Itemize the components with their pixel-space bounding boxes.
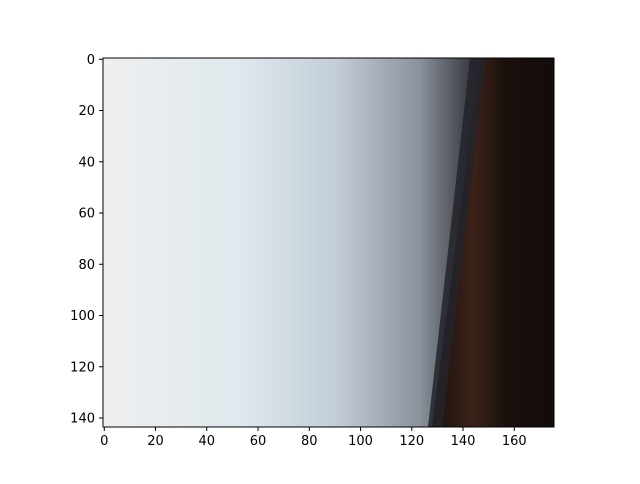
dark-object-area [432,58,554,427]
y-tick-label: 40 [78,155,95,170]
x-tick-label: 80 [301,434,318,449]
x-tick-label: 20 [147,434,164,449]
y-tick-label: 60 [78,207,95,222]
x-tick-label: 120 [399,434,424,449]
x-tick-label: 140 [451,434,476,449]
x-tick-label: 40 [199,434,216,449]
x-axis: 0 20 40 60 80 100 120 140 160 [100,427,527,449]
x-tick-label: 100 [348,434,373,449]
y-tick-label: 0 [87,53,95,68]
y-axis: 0 20 40 60 80 100 120 140 [70,53,103,427]
x-tick-label: 60 [250,434,267,449]
y-tick-label: 120 [70,360,95,375]
axes-frame [102,57,555,428]
edge-shadow [428,58,486,427]
y-tick-label: 80 [78,258,95,273]
y-tick-label: 20 [78,104,95,119]
image-content [103,58,554,427]
light-sky-area [103,58,480,427]
y-tick-label: 140 [70,412,95,427]
x-tick-label: 160 [502,434,527,449]
x-tick-label: 0 [100,434,108,449]
y-tick-label: 100 [70,309,95,324]
